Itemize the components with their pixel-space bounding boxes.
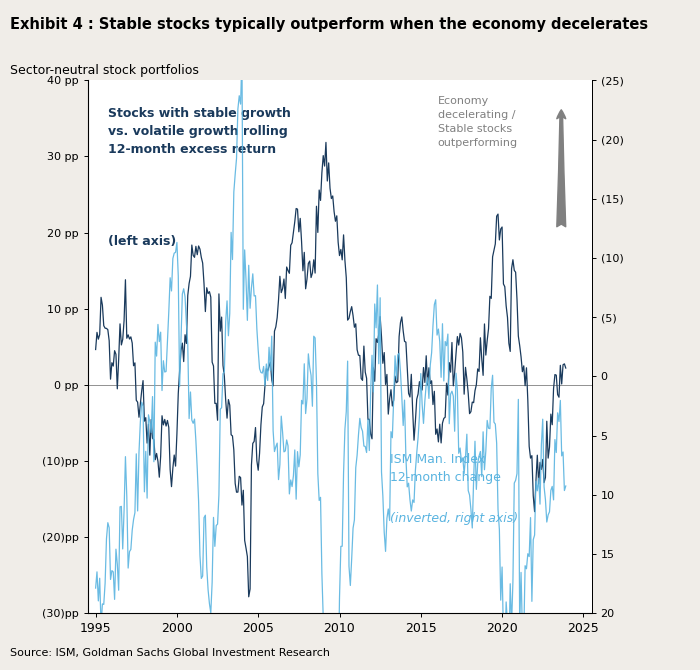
Text: (left axis): (left axis)	[108, 235, 176, 248]
Text: Exhibit 4 : Stable stocks typically outperform when the economy decelerates: Exhibit 4 : Stable stocks typically outp…	[10, 17, 649, 31]
Text: Source: ISM, Goldman Sachs Global Investment Research: Source: ISM, Goldman Sachs Global Invest…	[10, 648, 330, 658]
Text: Stocks with stable growth
vs. volatile growth rolling
12-month excess return: Stocks with stable growth vs. volatile g…	[108, 107, 290, 156]
Text: Economy
decelerating /
Stable stocks
outperforming: Economy decelerating / Stable stocks out…	[438, 96, 518, 148]
Text: ISM Man. Index
12-month change: ISM Man. Index 12-month change	[390, 454, 500, 484]
Text: (inverted, right axis): (inverted, right axis)	[390, 512, 518, 525]
Text: Sector-neutral stock portfolios: Sector-neutral stock portfolios	[10, 64, 199, 76]
